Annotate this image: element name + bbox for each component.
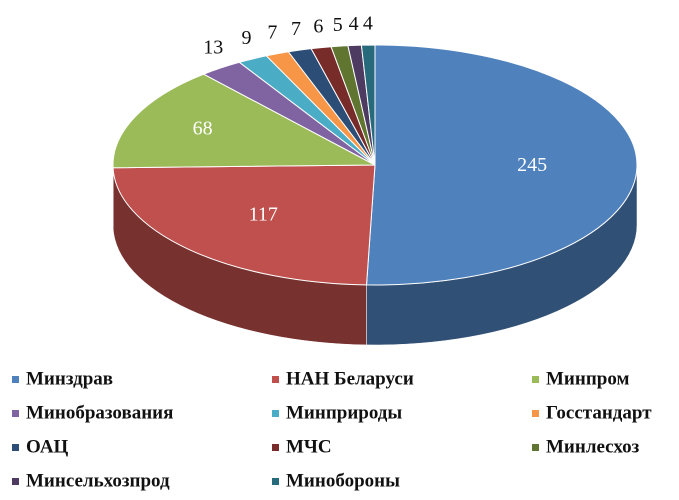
- legend-label: ОАЦ: [26, 436, 69, 457]
- legend-swatch: [532, 410, 539, 417]
- legend-label: Минсельхозпрод: [26, 470, 170, 491]
- legend-label: НАН Беларуси: [286, 368, 414, 389]
- legend-label: Минпром: [546, 368, 629, 389]
- legend-swatch: [12, 410, 19, 417]
- value-label: 4: [363, 13, 373, 35]
- value-label: 9: [242, 27, 252, 49]
- legend-swatch: [272, 410, 279, 417]
- value-label: 68: [193, 118, 213, 140]
- legend-swatch: [532, 444, 539, 451]
- legend-swatch: [272, 444, 279, 451]
- legend-label: Минприроды: [286, 402, 402, 423]
- value-label: 6: [313, 15, 323, 37]
- value-label: 7: [291, 18, 301, 40]
- legend-label: Минлесхоз: [546, 436, 640, 457]
- legend-label: Минздрав: [26, 368, 113, 389]
- legend-label: Минобороны: [286, 470, 400, 491]
- legend-swatch: [272, 376, 279, 383]
- legend-swatch: [532, 376, 539, 383]
- value-label: 13: [203, 37, 223, 59]
- value-label: 5: [333, 14, 343, 36]
- legend-swatch: [12, 376, 19, 383]
- legend-swatch: [12, 444, 19, 451]
- value-label: 4: [349, 13, 359, 35]
- slice: [360, 44, 376, 166]
- slice: [365, 44, 638, 286]
- value-label: 117: [249, 203, 278, 225]
- legend-label: Госстандарт: [546, 402, 652, 423]
- value-label: 7: [267, 22, 277, 44]
- legend-label: Минобразования: [26, 402, 173, 423]
- slice: [112, 73, 376, 169]
- slice: [112, 164, 376, 286]
- value-label: 245: [517, 154, 547, 176]
- legend-swatch: [12, 478, 19, 485]
- legend-label: МЧС: [286, 436, 332, 457]
- legend-swatch: [272, 478, 279, 485]
